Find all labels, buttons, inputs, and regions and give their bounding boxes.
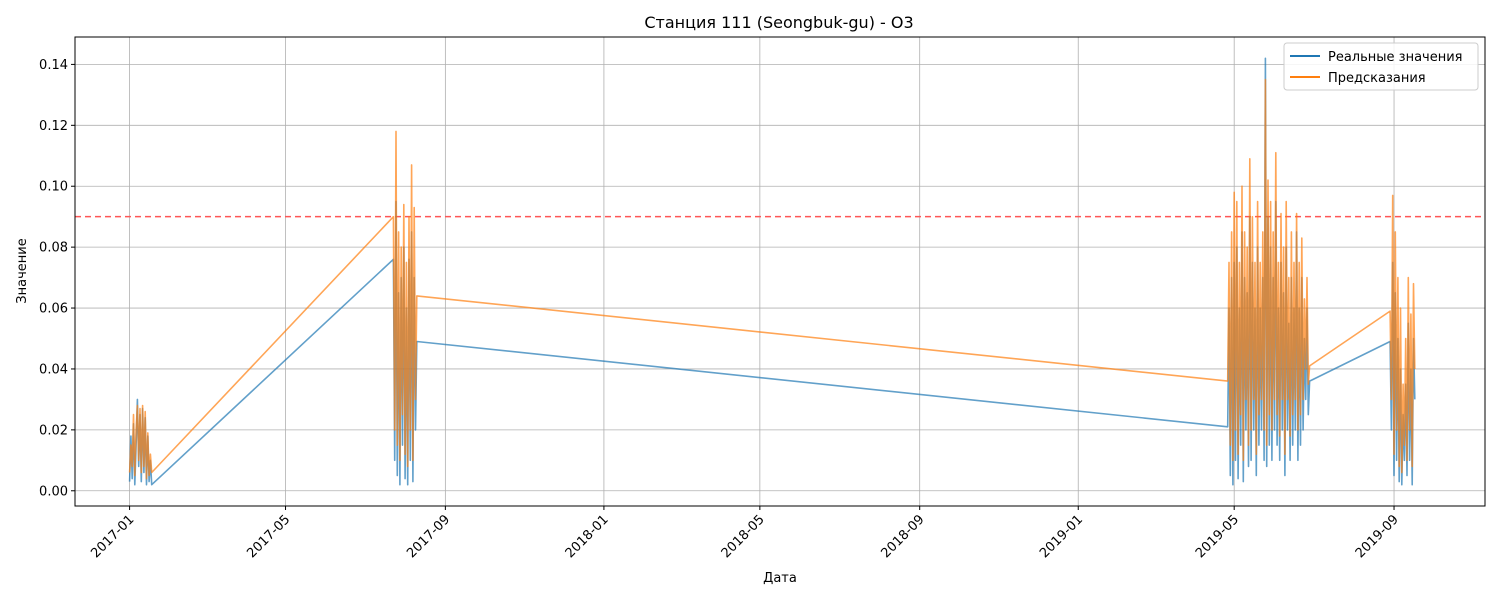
legend-box (1283, 42, 1479, 91)
x-tick-label: 2019-05 (1193, 512, 1242, 561)
legend-label-predicted: Предсказания (1328, 71, 1426, 86)
series-layer (128, 57, 1416, 486)
x-tick-label: 2017-01 (88, 512, 137, 561)
chart-title: Станция 111 (Seongbuk-gu) - O3 (644, 13, 913, 32)
y-tick-label: 0.02 (39, 423, 68, 438)
legend-label-actual: Реальные значения (1328, 50, 1463, 65)
x-tick-label: 2018-09 (879, 512, 928, 561)
y-tick-label: 0.00 (39, 484, 68, 499)
x-tick-label: 2017-05 (244, 512, 293, 561)
x-tick-label: 2019-01 (1037, 512, 1086, 561)
y-tick-label: 0.14 (39, 58, 68, 73)
legend: Реальные значения Предсказания (1283, 42, 1479, 91)
y-tick-label: 0.08 (39, 241, 68, 256)
y-tick-label: 0.06 (39, 302, 68, 317)
series-line-actual (128, 57, 1416, 486)
x-axis-title: Дата (763, 571, 797, 586)
y-axis-title: Значение (15, 238, 30, 303)
series-line-predicted (128, 78, 1416, 480)
x-tick-label: 2018-05 (719, 512, 768, 561)
x-tick-label: 2018-01 (563, 512, 612, 561)
y-tick-label: 0.04 (39, 362, 68, 377)
x-tick-label: 2017-09 (404, 512, 453, 561)
x-tick-label: 2019-09 (1353, 512, 1402, 561)
plot-frame (74, 36, 1486, 507)
y-axis: 0.00 0.02 0.04 0.06 0.08 0.10 0.12 0.14 (39, 58, 75, 499)
y-tick-label: 0.12 (39, 119, 68, 134)
y-tick-label: 0.10 (39, 180, 68, 195)
x-axis: 2017-01 2017-05 2017-09 2018-01 2018-05 2018-… (88, 506, 1402, 561)
